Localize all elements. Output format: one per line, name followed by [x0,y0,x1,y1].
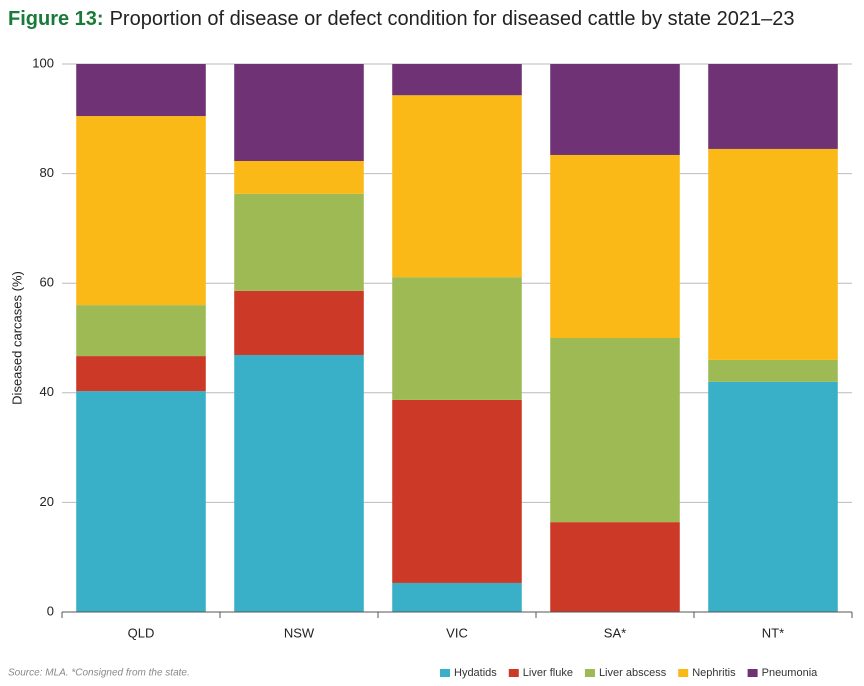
bar-segment [76,305,206,357]
bar-segment [550,522,680,612]
bar-segment [76,356,206,392]
x-tick-label: SA* [604,625,626,640]
legend-swatch [747,669,758,677]
x-tick-label: NSW [284,625,315,640]
title-prefix: Figure 13: [8,8,104,30]
legend-swatch [508,669,519,677]
bar-segment [234,64,364,161]
x-tick-label: QLD [128,625,155,640]
legend-swatch [584,669,595,677]
legend-label: Liver fluke [523,667,573,679]
bar-segment [392,277,522,400]
legend-label: Liver abscess [599,667,667,679]
y-axis-label: Diseased carcases (%) [9,271,24,405]
bar-segment [234,290,364,355]
legend-swatch [440,669,450,677]
bar-segment [550,64,680,155]
y-tick-label: 0 [47,603,54,618]
bar-segment [234,354,364,612]
bar-segment [234,193,364,291]
legend-label: Pneumonia [762,667,819,679]
title-text: Proportion of disease or defect conditio… [110,8,795,30]
y-tick-label: 100 [32,55,54,70]
bar-segment [708,381,838,612]
bar-segment [708,359,838,382]
bar-segment [550,338,680,523]
y-tick-label: 80 [40,165,54,180]
bar-segment [392,95,522,278]
x-tick-label: NT* [762,625,784,640]
bar-segment [76,64,206,117]
bar-segment [392,399,522,583]
bar-segment [392,64,522,96]
y-tick-label: 60 [40,275,54,290]
bar-segment [76,116,206,306]
legend-label: Hydatids [454,667,497,679]
bar-segment [708,148,838,360]
y-tick-label: 20 [40,494,54,509]
bar-segment [392,582,522,612]
bar-segment [708,64,838,149]
y-tick-label: 40 [40,384,54,399]
bar-segment [550,154,680,338]
x-tick-label: VIC [446,625,468,640]
bar-segment [76,391,206,612]
source-note: Source: MLA. *Consigned from the state. [8,668,190,679]
chart-title: Figure 13: Proportion of disease or defec… [8,8,794,30]
legend-label: Nephritis [692,667,736,679]
legend-swatch [678,669,689,677]
bar-segment [234,160,364,194]
